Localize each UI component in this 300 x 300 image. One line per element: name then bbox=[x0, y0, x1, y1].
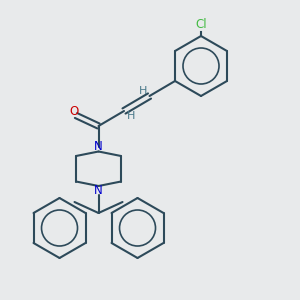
Text: O: O bbox=[69, 105, 78, 119]
Text: N: N bbox=[94, 184, 103, 197]
Text: H: H bbox=[139, 85, 147, 96]
Text: N: N bbox=[94, 140, 103, 154]
Text: H: H bbox=[126, 111, 135, 122]
Text: Cl: Cl bbox=[195, 19, 207, 32]
